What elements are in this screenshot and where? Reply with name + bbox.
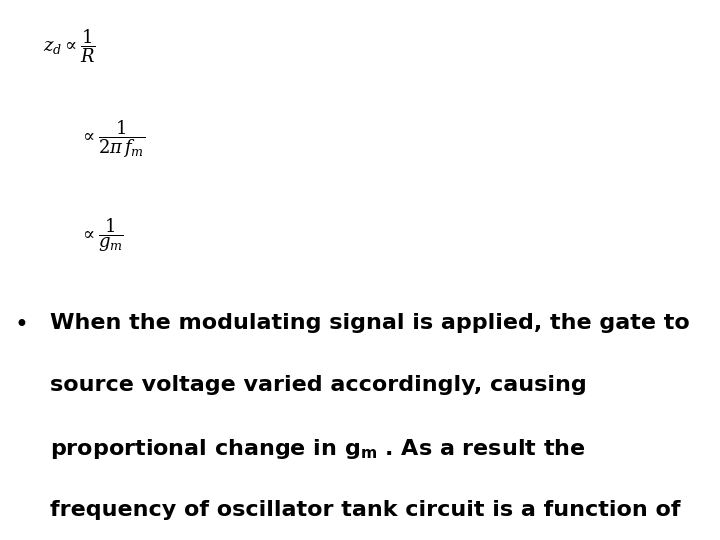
Text: When the modulating signal is applied, the gate to: When the modulating signal is applied, t… [50, 313, 690, 333]
Text: $z_d \propto \dfrac{1}{R}$: $z_d \propto \dfrac{1}{R}$ [43, 27, 96, 65]
Text: proportional change in $\mathregular{g}_\mathregular{m}$ . As a result the: proportional change in $\mathregular{g}_… [50, 437, 586, 461]
Text: source voltage varied accordingly, causing: source voltage varied accordingly, causi… [50, 375, 587, 395]
Text: $\propto \dfrac{1}{2\pi \, f_m}$: $\propto \dfrac{1}{2\pi \, f_m}$ [79, 119, 145, 160]
Text: frequency of oscillator tank circuit is a function of: frequency of oscillator tank circuit is … [50, 500, 681, 519]
Text: $\propto \dfrac{1}{g_m}$: $\propto \dfrac{1}{g_m}$ [79, 216, 124, 254]
Text: •: • [14, 313, 28, 337]
